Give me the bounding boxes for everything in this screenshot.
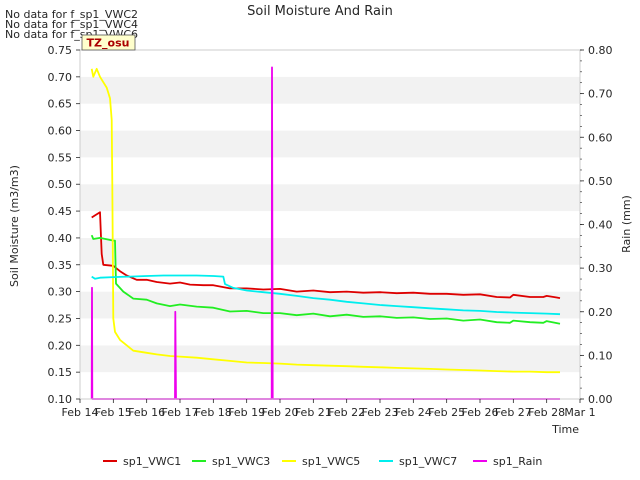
y-tick-label-left: 0.30 bbox=[48, 286, 73, 299]
series-line-sp1-vwc1 bbox=[91, 211, 561, 299]
background-band bbox=[80, 237, 580, 265]
background-band bbox=[80, 130, 580, 158]
background-band bbox=[80, 372, 580, 399]
series-layer bbox=[90, 66, 561, 400]
y-axis-label-right: Rain (mm) bbox=[620, 195, 633, 253]
y-tick-label-left: 0.35 bbox=[48, 259, 73, 272]
y-tick-label-left: 0.45 bbox=[48, 205, 73, 218]
y-tick-label-left: 0.20 bbox=[48, 339, 73, 352]
x-tick-label: Feb 14 bbox=[62, 406, 99, 419]
x-tick-label: Feb 16 bbox=[128, 406, 165, 419]
legend-label: sp1_VWC1 bbox=[123, 455, 181, 468]
background-band bbox=[80, 157, 580, 185]
x-axis-label: Time bbox=[551, 423, 579, 436]
x-tick-label: Feb 18 bbox=[195, 406, 232, 419]
x-tick-label: Feb 21 bbox=[295, 406, 332, 419]
x-tick-label: Feb 22 bbox=[328, 406, 365, 419]
y-tick-label-left: 0.65 bbox=[48, 98, 73, 111]
y-axis-right: 0.00 0.10 0.20 0.30 0.40 0.50 0.60 0.70 0.80 bbox=[580, 44, 613, 406]
y-tick-label-left: 0.75 bbox=[48, 44, 73, 57]
y-tick-label-left: 0.15 bbox=[48, 366, 73, 379]
y-tick-label-right: 0.50 bbox=[588, 175, 613, 188]
y-tick-label-left: 0.25 bbox=[48, 312, 73, 325]
y-tick-label-right: 0.40 bbox=[588, 219, 613, 232]
y-tick-label-left: 0.50 bbox=[48, 178, 73, 191]
y-tick-label-right: 0.80 bbox=[588, 44, 613, 57]
background-band bbox=[80, 211, 580, 238]
series-line-sp1-vwc3 bbox=[90, 234, 561, 325]
y-axis-left: 0.10 0.15 0.20 0.25 0.30 0.35 0.40 0.45 0.50 0.55… bbox=[48, 44, 80, 406]
series-line-sp1-vwc7 bbox=[91, 274, 561, 316]
chart-title: Soil Moisture And Rain bbox=[247, 4, 393, 19]
x-tick-label: Mar 1 bbox=[564, 406, 595, 419]
x-tick-label: Feb 20 bbox=[262, 406, 299, 419]
legend-label: sp1_VWC3 bbox=[212, 455, 270, 468]
y-tick-label-left: 0.55 bbox=[48, 151, 73, 164]
y-tick-label-left: 0.60 bbox=[48, 125, 73, 138]
background-band bbox=[80, 291, 580, 319]
y-tick-label-right: 0.60 bbox=[588, 131, 613, 144]
x-tick-label: Feb 17 bbox=[162, 406, 199, 419]
legend: sp1_VWC1 sp1_VWC3 sp1_VWC5 sp1_VWC7 sp1_Rain bbox=[103, 455, 542, 468]
background-band bbox=[80, 345, 580, 373]
x-tick-label: Feb 25 bbox=[428, 406, 465, 419]
y-tick-label-right: 0.70 bbox=[588, 88, 613, 101]
x-tick-label: Feb 15 bbox=[95, 406, 132, 419]
no-data-note: No data for f_sp1_VWC4 bbox=[5, 18, 138, 31]
site-label: TZ_osu bbox=[87, 37, 130, 50]
x-tick-label: Feb 27 bbox=[495, 406, 532, 419]
series-line-sp1-rain bbox=[90, 66, 560, 400]
background-band bbox=[80, 264, 580, 292]
y-tick-label-left: 0.40 bbox=[48, 232, 73, 245]
x-tick-label: Feb 28 bbox=[528, 406, 565, 419]
y-tick-label-left: 0.10 bbox=[48, 393, 73, 406]
series-line-sp1-vwc5 bbox=[90, 67, 560, 374]
y-tick-label-right: 0.10 bbox=[588, 349, 613, 362]
y-axis-label-left: Soil Moisture (m3/m3) bbox=[8, 165, 21, 287]
background-band bbox=[80, 76, 580, 104]
y-tick-label-left: 0.70 bbox=[48, 71, 73, 84]
y-tick-label-right: 0.30 bbox=[588, 262, 613, 275]
legend-label: sp1_Rain bbox=[493, 455, 542, 468]
y-tick-label-right: 0.20 bbox=[588, 306, 613, 319]
no-data-note: No data for f_sp1_VWC2 bbox=[5, 8, 138, 21]
x-tick-label: Feb 26 bbox=[462, 406, 499, 419]
plot-background-bands bbox=[80, 50, 580, 399]
legend-label: sp1_VWC7 bbox=[399, 455, 457, 468]
y-tick-label-right: 0.00 bbox=[588, 393, 613, 406]
background-band bbox=[80, 50, 580, 77]
background-band bbox=[80, 103, 580, 131]
x-tick-label: Feb 24 bbox=[395, 406, 432, 419]
background-band bbox=[80, 184, 580, 212]
x-tick-label: Feb 23 bbox=[362, 406, 399, 419]
legend-label: sp1_VWC5 bbox=[302, 455, 360, 468]
x-tick-label: Feb 19 bbox=[228, 406, 265, 419]
site-label-box: TZ_osu bbox=[81, 34, 136, 51]
